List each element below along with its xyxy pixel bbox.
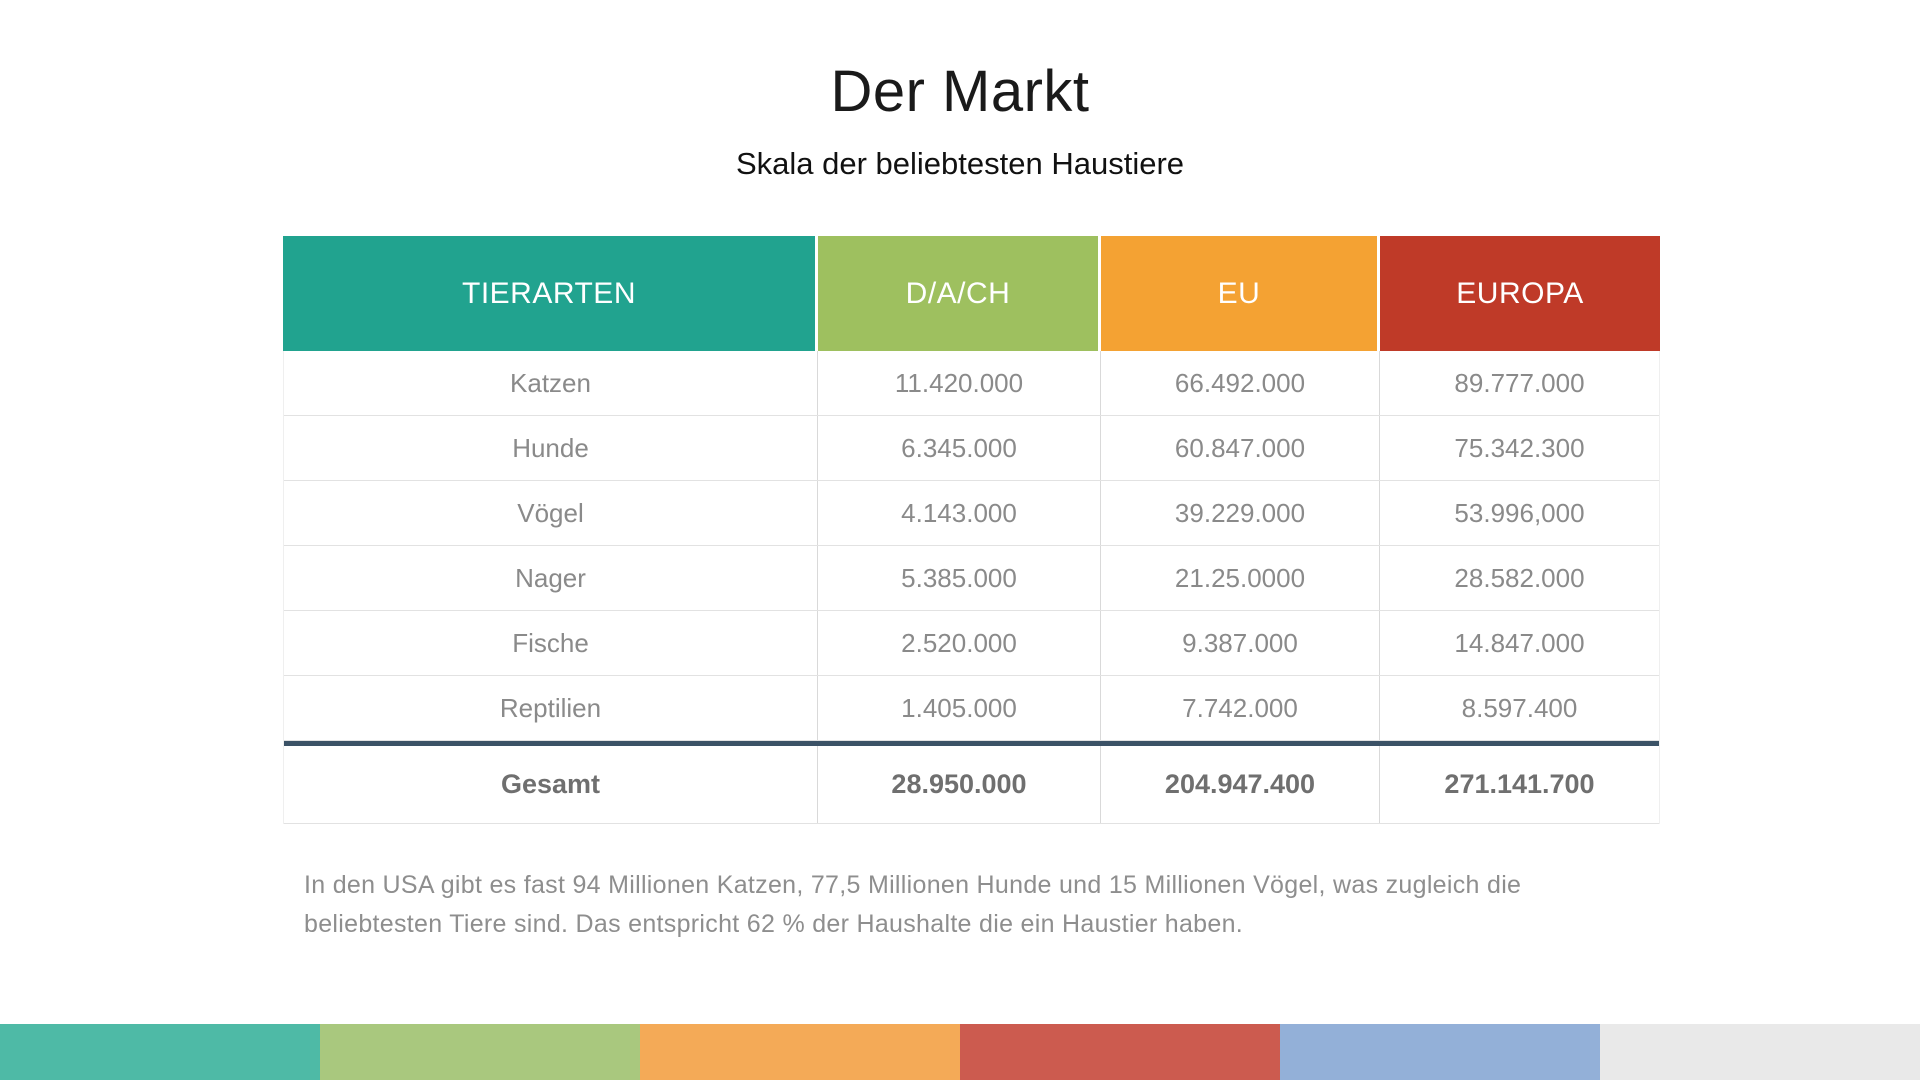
cell-eu-value: 21.25.0000 — [1101, 546, 1380, 610]
cell-tierart: Reptilien — [284, 676, 818, 740]
table-row-katzen: Katzen 11.420.000 66.492.000 89.777.000 — [284, 351, 1659, 416]
total-divider-line — [284, 741, 1659, 746]
cell-total-label: Gesamt — [284, 746, 818, 823]
footnote-text: In den USA gibt es fast 94 Millionen Kat… — [304, 871, 1522, 938]
cell-eu-value: 7.742.000 — [1101, 676, 1380, 740]
cell-total-eu-value: 204.947.400 — [1101, 746, 1380, 823]
footer-bar-segment-green — [320, 1024, 640, 1080]
page-subtitle: Skala der beliebtesten Haustiere — [735, 146, 1185, 181]
cell-dach-value: 2.520.000 — [818, 611, 1101, 675]
table-body: Katzen 11.420.000 66.492.000 89.777.000 … — [283, 351, 1660, 824]
cell-europa-value: 53.996,000 — [1454, 497, 1585, 528]
column-header-tierarten: TIERARTEN — [283, 236, 818, 351]
footer-color-bar — [0, 1024, 1920, 1080]
cell-europa-value: 14.847.000 — [1454, 627, 1585, 658]
cell-total-europa-value: 271.141.700 — [1444, 769, 1595, 799]
column-header-dach: D/A/CH — [818, 236, 1101, 351]
cell-tierart: Fische — [284, 611, 818, 675]
table-row-fische: Fische 2.520.000 9.387.000 14.847.000 — [284, 611, 1659, 676]
footer-bar-segment-orange — [640, 1024, 960, 1080]
table-row-reptilien: Reptilien 1.405.000 7.742.000 8.597.400 — [284, 676, 1659, 741]
table-row-hunde: Hunde 6.345.000 60.847.000 75.342.300 — [284, 416, 1659, 481]
pets-data-table: TIERARTEN D/A/CH EU EUROPA Katzen 11.420… — [283, 236, 1660, 824]
footer-bar-segment-red — [960, 1024, 1280, 1080]
cell-europa-value: 89.777.000 — [1454, 367, 1585, 398]
footer-bar-segment-blue — [1280, 1024, 1600, 1080]
footer-bar-segment-teal — [0, 1024, 320, 1080]
cell-tierart: Vögel — [284, 481, 818, 545]
cell-dach-value: 11.420.000 — [818, 351, 1101, 415]
column-header-eu: EU — [1101, 236, 1380, 351]
cell-europa-value: 75.342.300 — [1454, 432, 1585, 463]
table-total-row: Gesamt 28.950.000 204.947.400 271.141.70… — [284, 746, 1659, 824]
cell-dach-value: 4.143.000 — [818, 481, 1101, 545]
cell-tierart: Hunde — [284, 416, 818, 480]
cell-eu-value: 9.387.000 — [1101, 611, 1380, 675]
cell-dach-value: 6.345.000 — [818, 416, 1101, 480]
page-title: Der Markt — [830, 59, 1090, 124]
cell-dach-value: 5.385.000 — [818, 546, 1101, 610]
cell-eu-value: 60.847.000 — [1101, 416, 1380, 480]
cell-eu-value: 66.492.000 — [1101, 351, 1380, 415]
column-header-europa: EUROPA — [1380, 236, 1660, 351]
table-row-voegel: Vögel 4.143.000 39.229.000 53.996,000 — [284, 481, 1659, 546]
cell-eu-value: 39.229.000 — [1101, 481, 1380, 545]
table-row-nager: Nager 5.385.000 21.25.0000 28.582.000 — [284, 546, 1659, 611]
table-header-row: TIERARTEN D/A/CH EU EUROPA — [283, 236, 1660, 351]
cell-europa-value: 8.597.400 — [1461, 692, 1578, 723]
footer-bar-segment-gray — [1600, 1024, 1920, 1080]
cell-europa-value: 28.582.000 — [1454, 562, 1585, 593]
cell-tierart: Nager — [284, 546, 818, 610]
cell-dach-value: 1.405.000 — [818, 676, 1101, 740]
cell-tierart: Katzen — [284, 351, 818, 415]
cell-total-dach-value: 28.950.000 — [818, 746, 1101, 823]
